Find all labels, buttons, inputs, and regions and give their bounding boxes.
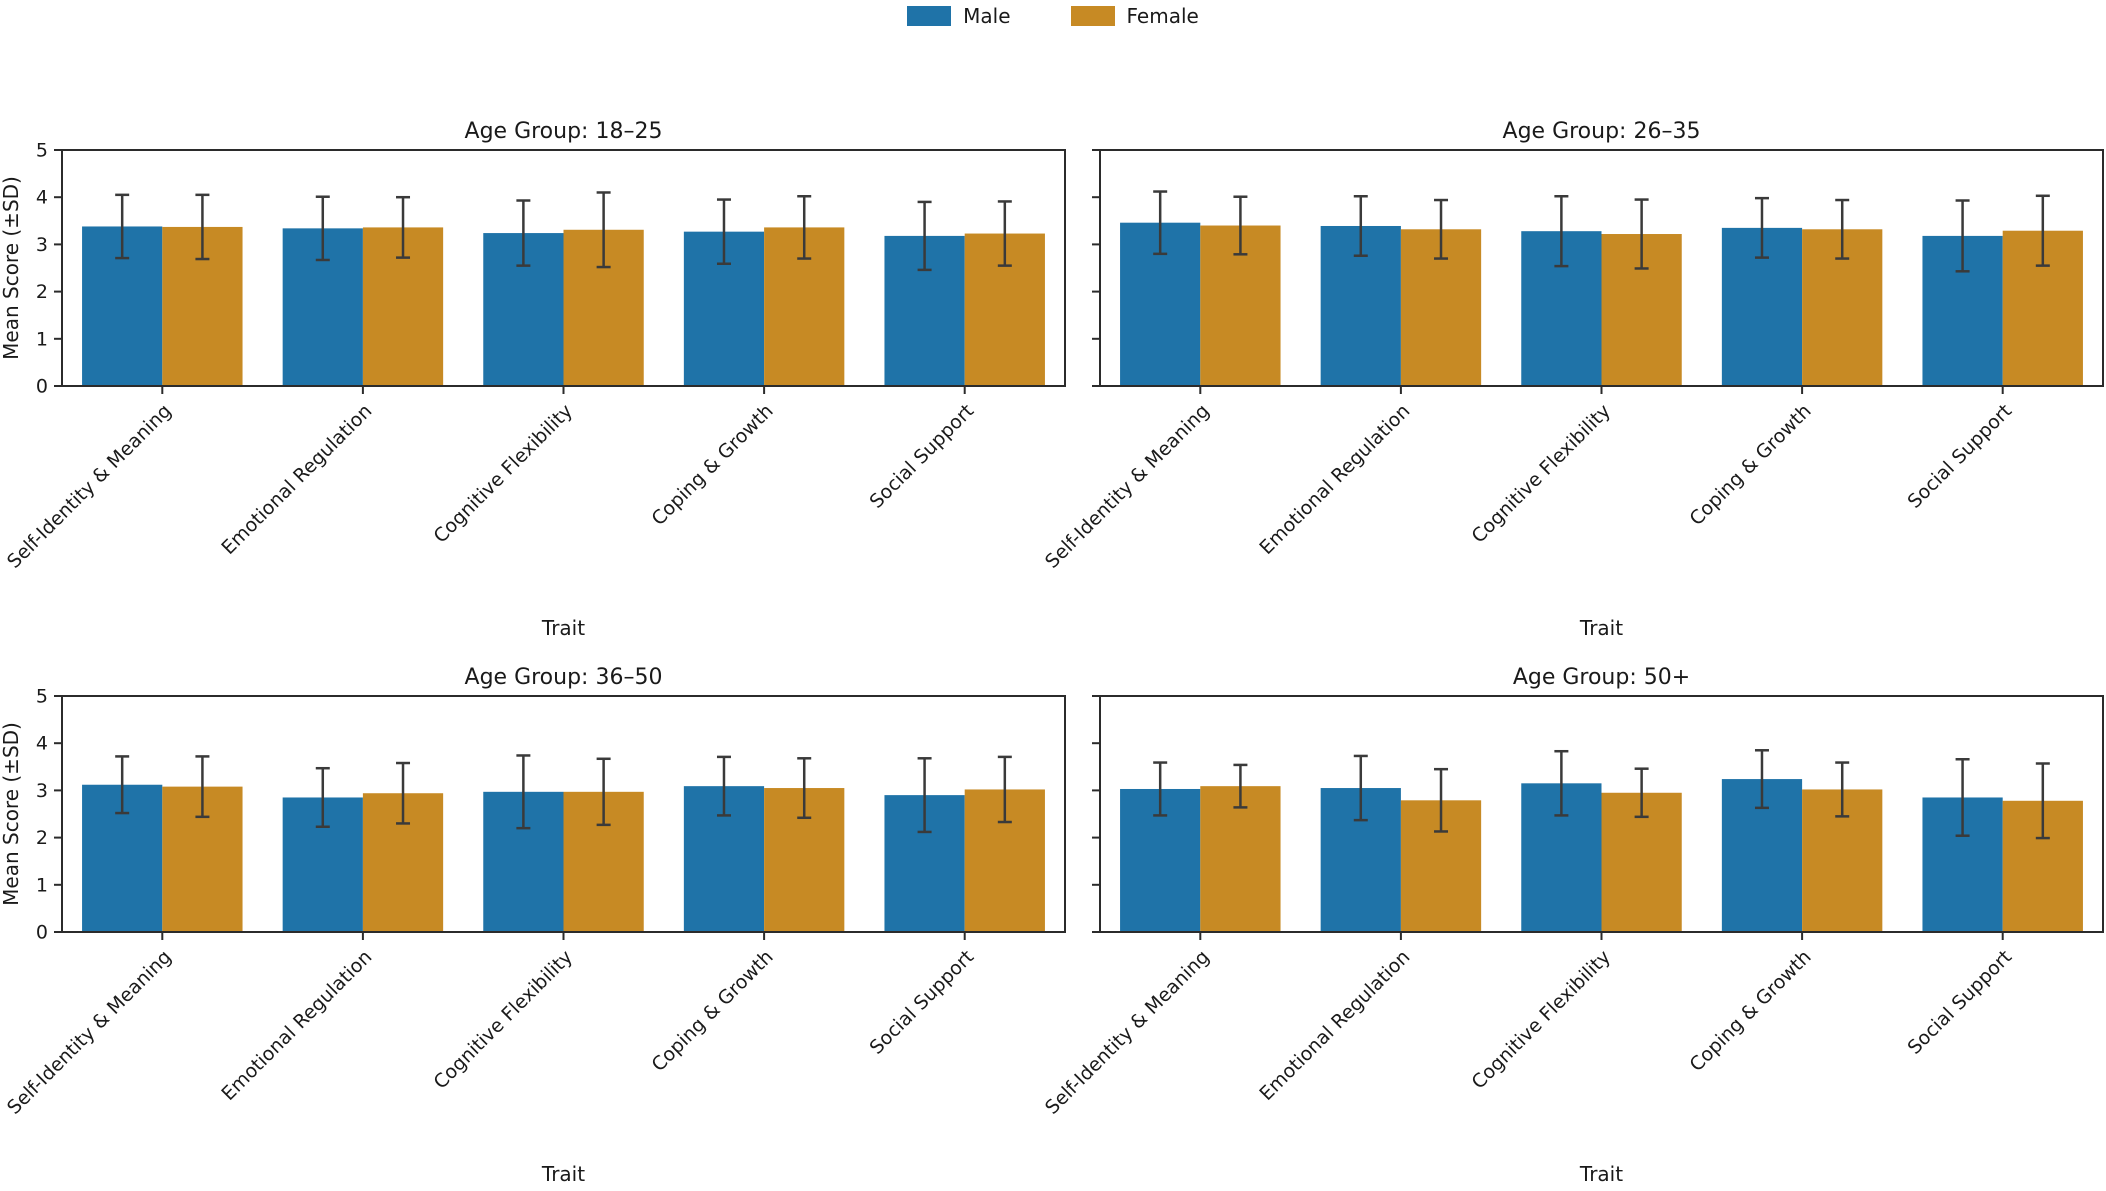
y-tick-label: 3 (36, 780, 48, 802)
subplot-title: Age Group: 26–35 (1503, 119, 1701, 144)
y-tick-label: 5 (36, 140, 48, 162)
legend-label-female: Female (1126, 4, 1199, 28)
x-axis-label: Trait (1579, 616, 1623, 640)
y-axis-label: Mean Score (±SD) (0, 176, 23, 360)
x-tick-label: Coping & Growth (1686, 946, 1816, 1076)
y-tick-label: 3 (36, 234, 48, 256)
subplot-title: Age Group: 50+ (1513, 665, 1690, 690)
y-axis-label: Mean Score (±SD) (0, 722, 23, 906)
x-tick-label: Self-Identity & Meaning (3, 946, 176, 1119)
bar-female-0 (1200, 786, 1281, 932)
subplot-age-26-35: Age Group: 26–35 Self-Identity & Meaning E… (1041, 119, 2104, 640)
x-tick-label: Self-Identity & Meaning (3, 400, 176, 573)
subplot-age-50plus: Age Group: 50+ Self-Identity & Meaning Emo… (1041, 665, 2104, 1186)
x-tick-label: Social Support (1903, 946, 2016, 1059)
legend-label-male: Male (963, 4, 1011, 28)
subplot-title: Age Group: 36–50 (465, 665, 663, 690)
y-tick-label: 5 (36, 686, 48, 708)
x-tick-label: Self-Identity & Meaning (1041, 400, 1214, 573)
x-tick-label: Coping & Growth (648, 400, 778, 530)
y-tick-label: 4 (36, 733, 48, 755)
subplot-title: Age Group: 18–25 (465, 119, 663, 144)
axes-spines (61, 149, 1066, 387)
x-tick-label: Emotional Regulation (1255, 946, 1414, 1105)
x-tick-label: Self-Identity & Meaning (1041, 946, 1214, 1119)
y-tick-label: 4 (36, 187, 48, 209)
x-tick-label: Social Support (865, 400, 978, 513)
legend-item-female: Female (1070, 4, 1199, 28)
x-tick-label: Coping & Growth (648, 946, 778, 1076)
axes-spines (1099, 149, 2104, 387)
legend-swatch-male (907, 6, 952, 26)
subplot-age-18-25: Age Group: 18–25 0 1 2 3 4 5 Mean Score (±SD) Se… (0, 119, 1066, 640)
y-tick-label: 2 (36, 827, 48, 849)
y-tick-label: 0 (36, 376, 48, 398)
x-axis-label: Trait (541, 1162, 585, 1186)
y-tick-label: 1 (36, 328, 48, 350)
x-tick-label: Cognitive Flexibility (1467, 946, 1615, 1094)
legend: Male Female (0, 4, 2106, 28)
y-tick-label: 1 (36, 874, 48, 896)
x-tick-label: Social Support (1903, 400, 2016, 513)
legend-swatch-female (1070, 6, 1115, 26)
x-tick-label: Cognitive Flexibility (429, 400, 577, 548)
y-tick-label: 2 (36, 281, 48, 303)
x-tick-label: Emotional Regulation (1255, 400, 1414, 559)
x-tick-label: Coping & Growth (1686, 400, 1816, 530)
axes-spines (61, 695, 1066, 933)
x-axis-label: Trait (1579, 1162, 1623, 1186)
x-tick-label: Cognitive Flexibility (429, 946, 577, 1094)
subplot-age-36-50: Age Group: 36–50 0 1 2 3 4 5 Mean Score (±SD) Se… (0, 665, 1066, 1186)
legend-item-male: Male (907, 4, 1011, 28)
axes-spines (1099, 695, 2104, 933)
y-tick-label: 0 (36, 922, 48, 944)
x-tick-label: Emotional Regulation (217, 400, 376, 559)
x-tick-label: Emotional Regulation (217, 946, 376, 1105)
x-tick-label: Cognitive Flexibility (1467, 400, 1615, 548)
x-axis-label: Trait (541, 616, 585, 640)
x-tick-label: Social Support (865, 946, 978, 1059)
